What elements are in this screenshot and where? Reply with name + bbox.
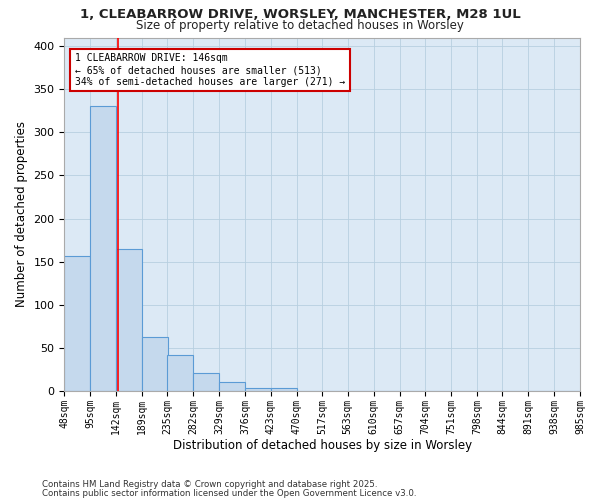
- X-axis label: Distribution of detached houses by size in Worsley: Distribution of detached houses by size …: [173, 440, 472, 452]
- Bar: [245, 388, 271, 391]
- Text: Contains HM Land Registry data © Crown copyright and database right 2025.: Contains HM Land Registry data © Crown c…: [42, 480, 377, 489]
- Bar: [193, 373, 219, 391]
- Bar: [142, 336, 168, 391]
- Bar: [219, 382, 245, 391]
- Text: 1, CLEABARROW DRIVE, WORSLEY, MANCHESTER, M28 1UL: 1, CLEABARROW DRIVE, WORSLEY, MANCHESTER…: [80, 8, 520, 20]
- Text: Size of property relative to detached houses in Worsley: Size of property relative to detached ho…: [136, 19, 464, 32]
- Text: 1 CLEABARROW DRIVE: 146sqm
← 65% of detached houses are smaller (513)
34% of sem: 1 CLEABARROW DRIVE: 146sqm ← 65% of deta…: [75, 54, 345, 86]
- Bar: [271, 388, 296, 391]
- Bar: [167, 355, 193, 391]
- Bar: [90, 106, 116, 391]
- Bar: [116, 249, 142, 391]
- Y-axis label: Number of detached properties: Number of detached properties: [15, 122, 28, 308]
- Text: Contains public sector information licensed under the Open Government Licence v3: Contains public sector information licen…: [42, 488, 416, 498]
- Bar: [64, 256, 90, 391]
